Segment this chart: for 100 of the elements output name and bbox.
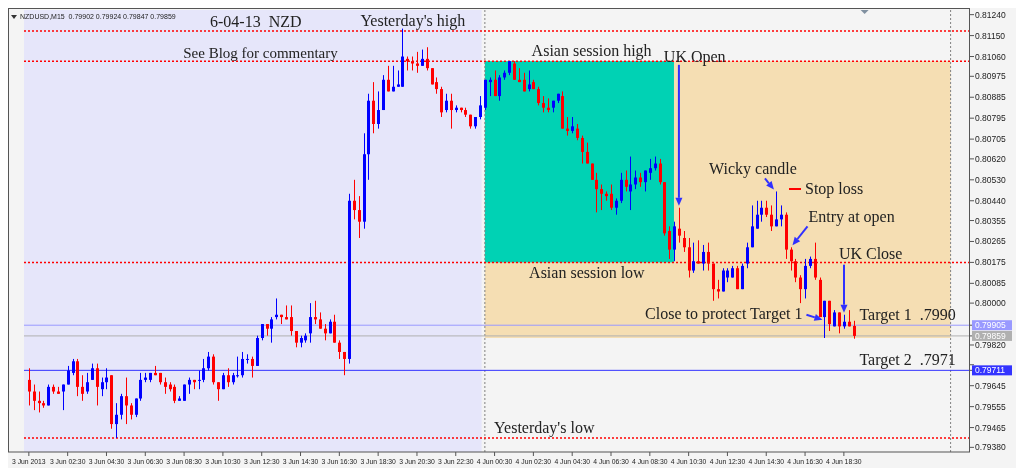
annotation: Wicky candle [709,160,797,179]
candlestick [120,393,123,420]
candlestick [775,190,778,227]
annotation: Entry at open [808,208,895,227]
candlestick [625,170,628,192]
candlestick [33,384,36,411]
candlestick [799,274,802,304]
candlestick [202,358,205,383]
candlestick [828,300,831,332]
candlestick [135,397,138,418]
candlestick [673,221,676,262]
y-tick-label: 0.80440 [975,195,1006,206]
y-tick-label: 0.80885 [975,92,1006,103]
candlestick [198,370,201,390]
candlestick [668,225,671,260]
y-tick-label: 0.81240 [975,9,1006,20]
candlestick [173,384,176,404]
candlestick [246,353,249,365]
candlestick [387,65,390,92]
y-tick-label: 0.80530 [975,174,1006,185]
annotation: Close to protect Target 1 [645,304,803,323]
candlestick [620,172,623,204]
ref-line-label: Yesterday's high [360,11,466,30]
candlestick [440,86,443,118]
candlestick [101,377,104,397]
annotation: UK Close [838,244,903,262]
candlestick [372,81,375,134]
y-tick-label: 0.79711 [975,365,1006,376]
y-tick-label: 0.81060 [975,51,1006,62]
candlestick [683,230,686,253]
y-tick-label: 0.79555 [975,401,1006,412]
ref-line-label: Asian session low [529,264,646,282]
y-tick-label: 0.80975 [975,71,1006,82]
candlestick [479,95,482,120]
candlestick [610,183,613,211]
ref-line-label: Target 2 .7971 [859,351,956,370]
candlestick [498,74,501,102]
candlestick [28,367,31,406]
candlestick [86,372,89,395]
y-tick-label: 0.79465 [975,422,1006,433]
candlestick [528,69,531,92]
candlestick [756,200,759,230]
candlestick [227,367,230,388]
candlestick [760,200,763,223]
candlestick [358,195,361,239]
candlestick [450,93,453,130]
candlestick [241,351,244,379]
y-tick-label: 0.79820 [975,339,1006,350]
y-tick-label: 0.80355 [975,215,1006,226]
candlestick [62,384,65,411]
candlestick [338,339,341,360]
candlestick [251,356,254,379]
annotation: UK Open [663,47,726,66]
candlestick [581,135,584,165]
candlestick [494,69,497,97]
candlestick [290,304,293,337]
y-tick-label: 0.81150 [975,30,1006,41]
candlestick [595,172,598,213]
candlestick [333,314,336,344]
candlestick [649,158,652,181]
candlestick [692,242,695,274]
candlestick [96,363,99,406]
ref-line-label: Target 1 .7990 [859,306,956,325]
y-tick-label: 0.80795 [975,113,1006,124]
candlestick [236,356,239,379]
candlestick [770,204,773,232]
y-tick-label: 0.79859 [975,330,1006,341]
candlestick [629,156,632,211]
candlestick [115,402,118,439]
ref-line-label: Yesterday's low [494,419,595,438]
y-tick-label: 0.80620 [975,153,1006,164]
candlestick [353,179,356,220]
y-tick-label: 0.79905 [975,320,1006,331]
candlestick [270,316,273,344]
candlestick [125,377,128,425]
candlestick [537,86,540,106]
candlestick [139,372,142,402]
candlestick [634,170,637,190]
y-tick-label: 0.80265 [975,236,1006,247]
candlestick [702,244,705,272]
candlestick [445,93,448,113]
chart-title: 6-04-13 NZD [210,13,302,30]
y-tick-label: 0.80085 [975,278,1006,289]
candlestick [81,374,84,402]
candlestick [600,183,603,211]
candlestick [678,207,681,244]
annotation: See Blog for commentary [183,45,339,61]
candlestick [207,351,210,372]
candlestick [751,204,754,248]
candlestick [688,237,691,279]
ref-line-label: Asian session high [531,42,652,61]
y-tick-label: 0.79380 [975,442,1006,453]
candlestick [838,311,841,334]
candlestick [217,381,220,402]
candlestick [377,90,380,130]
candlestick [741,263,744,290]
y-tick-label: 0.79645 [975,380,1006,391]
candlestick [67,365,70,386]
y-tick-label: 0.80705 [975,134,1006,145]
candlestick [586,142,589,165]
